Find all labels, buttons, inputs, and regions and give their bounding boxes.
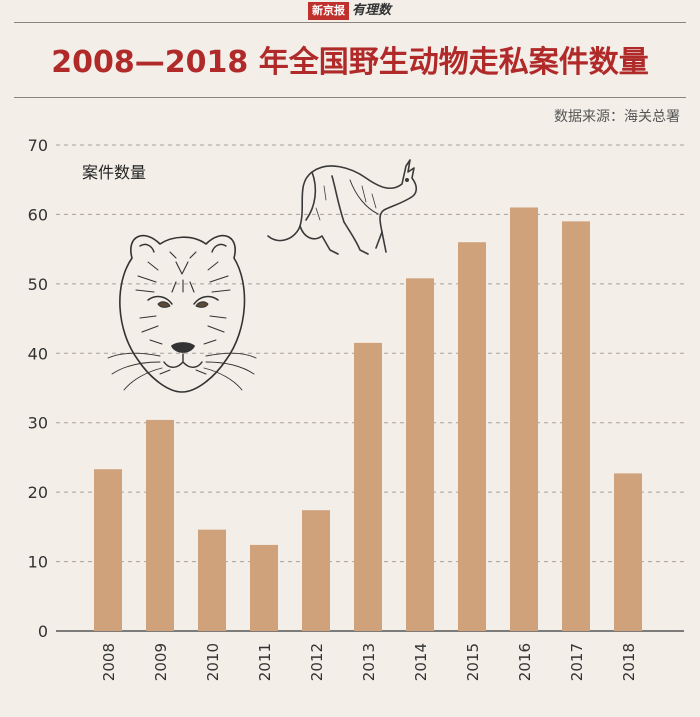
y-axis-label: 案件数量 <box>82 163 146 182</box>
bar-2013 <box>354 342 382 631</box>
y-tick-label: 50 <box>28 275 48 294</box>
kangaroo-icon <box>267 159 418 255</box>
bar-2017 <box>562 221 590 631</box>
bar-2018 <box>614 473 642 631</box>
brand-text: 有理数 <box>352 3 392 18</box>
x-tick-label: 2011 <box>256 643 274 681</box>
y-tick-label: 70 <box>28 136 48 155</box>
y-tick-label: 30 <box>28 414 48 433</box>
x-tick-label: 2009 <box>152 643 170 681</box>
bar-2008 <box>94 469 122 631</box>
x-tick-label: 2014 <box>412 643 430 681</box>
data-source: 数据来源：海关总署 <box>554 109 680 125</box>
x-tick-label: 2015 <box>464 643 482 681</box>
y-tick-label: 0 <box>38 622 48 641</box>
y-ticks: 0 10 20 30 40 50 60 70 <box>28 136 48 641</box>
bar-2010 <box>198 529 226 631</box>
top-rule <box>14 22 686 23</box>
x-tick-label: 2013 <box>360 643 378 681</box>
y-tick-label: 10 <box>28 553 48 572</box>
y-tick-label: 20 <box>28 483 48 502</box>
bars <box>94 207 642 631</box>
bar-2009 <box>146 419 174 631</box>
x-tick-label: 2017 <box>568 643 586 681</box>
brand-box: 新京报 <box>308 2 349 20</box>
bar-2012 <box>302 510 330 631</box>
bar-2014 <box>406 278 434 631</box>
bar-2016 <box>510 207 538 631</box>
brand-logo: 新京报 有理数 <box>308 2 391 20</box>
y-tick-label: 60 <box>28 205 48 224</box>
x-ticks: 2008 2009 2010 2011 2012 2013 2014 2015 2016 2017… <box>100 643 638 681</box>
x-tick-label: 2012 <box>308 643 326 681</box>
x-tick-label: 2016 <box>516 643 534 681</box>
bar-2011 <box>250 544 278 631</box>
tiger-icon <box>107 234 257 393</box>
title-rule <box>14 97 686 98</box>
chart-title: 2008—2018 年全国野生动物走私案件数量 <box>51 45 649 80</box>
y-tick-label: 40 <box>28 344 48 363</box>
bar-2015 <box>458 242 486 631</box>
x-tick-label: 2018 <box>620 643 638 681</box>
x-tick-label: 2008 <box>100 643 118 681</box>
x-tick-label: 2010 <box>204 643 222 681</box>
